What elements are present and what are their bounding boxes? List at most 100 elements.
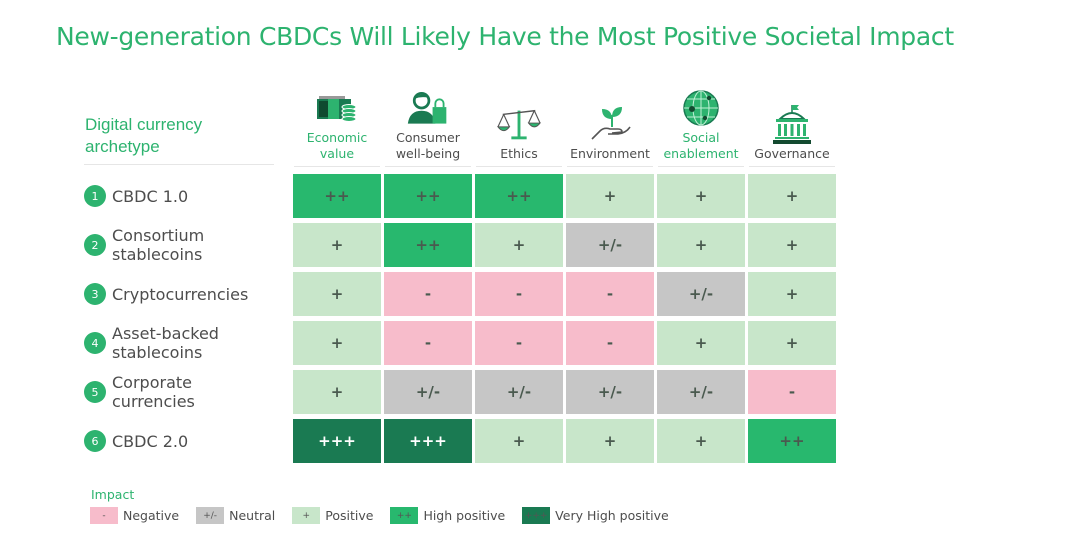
network-globe-icon xyxy=(679,88,723,128)
row-label: 3 Cryptocurrencies xyxy=(84,272,248,316)
impact-cell-negative: - xyxy=(566,321,654,365)
row-label-line: Consortium xyxy=(112,226,205,245)
legend-item-high-positive: ++ High positive xyxy=(390,507,505,524)
column-header-economic-value: Economic value xyxy=(293,84,381,162)
impact-cell-negative: - xyxy=(748,370,836,414)
impact-cell-high-positive: ++ xyxy=(384,223,472,267)
impact-cell-positive: + xyxy=(657,321,745,365)
row-label-text: CBDC 1.0 xyxy=(112,187,188,206)
impact-cell-positive: + xyxy=(657,174,745,218)
impact-cell-neutral: +/- xyxy=(657,272,745,316)
column-header-label-line: enablement xyxy=(663,146,739,161)
impact-cell-negative: - xyxy=(475,321,563,365)
legend-title: Impact xyxy=(91,487,135,502)
column-header-label-line: Social xyxy=(682,130,720,145)
row-label: 1 CBDC 1.0 xyxy=(84,174,188,218)
archetype-column-header: Digital currency archetype xyxy=(85,114,265,158)
column-header-label-line: Environment xyxy=(570,146,650,161)
row-label-line: stablecoins xyxy=(112,343,203,362)
row-label-line: currencies xyxy=(112,392,195,411)
impact-cell-negative: - xyxy=(384,272,472,316)
divider xyxy=(658,166,744,167)
row-number-badge: 6 xyxy=(84,430,106,452)
archetype-header-line: archetype xyxy=(85,137,160,156)
column-header-governance: Governance xyxy=(748,84,836,162)
impact-cell-negative: - xyxy=(475,272,563,316)
impact-cell-very-high-positive: +++ xyxy=(293,419,381,463)
impact-cell-positive: + xyxy=(475,223,563,267)
hand-plant-icon xyxy=(588,104,632,144)
impact-cell-neutral: +/- xyxy=(475,370,563,414)
column-header-label: Governance xyxy=(754,146,829,162)
row-label-text: CBDC 2.0 xyxy=(112,432,188,451)
column-header-label-line: Consumer xyxy=(396,130,460,145)
legend-swatch: ++ xyxy=(390,507,419,524)
row-label-line: CBDC 1.0 xyxy=(112,186,189,206)
legend-label: Neutral xyxy=(229,508,276,523)
legend-item-neutral: +/- Neutral xyxy=(196,507,275,524)
impact-cell-negative: - xyxy=(384,321,472,365)
divider xyxy=(749,166,835,167)
impact-cell-neutral: +/- xyxy=(566,370,654,414)
government-building-icon xyxy=(770,104,814,144)
legend-swatch: +/- xyxy=(196,507,225,524)
row-label-line: Corporate xyxy=(112,373,192,392)
column-header-label: Consumer well-being xyxy=(396,130,460,162)
impact-cell-high-positive: ++ xyxy=(475,174,563,218)
row-label-line: Asset-backed xyxy=(112,324,219,343)
impact-cell-high-positive: ++ xyxy=(748,419,836,463)
legend-label: Negative xyxy=(123,508,180,523)
column-header-label: Social enablement xyxy=(663,130,738,162)
impact-cell-positive: + xyxy=(566,419,654,463)
column-header-label-line: value xyxy=(319,146,355,161)
column-header-social-enablement: Social enablement xyxy=(657,84,745,162)
divider xyxy=(84,164,274,165)
legend-label: Positive xyxy=(325,508,374,523)
row-label-text: Cryptocurrencies xyxy=(112,285,248,304)
impact-cell-positive: + xyxy=(748,272,836,316)
impact-cell-positive: + xyxy=(293,321,381,365)
column-header-label: Environment xyxy=(570,146,650,162)
impact-cell-positive: + xyxy=(293,223,381,267)
impact-cell-positive: + xyxy=(748,321,836,365)
legend-swatch: - xyxy=(90,507,118,524)
impact-cell-positive: + xyxy=(657,223,745,267)
column-header-label: Ethics xyxy=(500,146,538,162)
row-number-badge: 4 xyxy=(84,332,106,354)
column-header-environment: Environment xyxy=(566,84,654,162)
column-header-label-line: Economic xyxy=(306,130,368,145)
impact-cell-positive: + xyxy=(748,174,836,218)
column-header-ethics: Ethics xyxy=(475,84,563,162)
row-label-text: Consortium stablecoins xyxy=(112,226,204,264)
impact-cell-positive: + xyxy=(293,370,381,414)
row-number-badge: 2 xyxy=(84,234,106,256)
page-title: New-generation CBDCs Will Likely Have th… xyxy=(56,22,954,51)
legend-item-positive: + Positive xyxy=(292,507,373,524)
divider xyxy=(567,166,653,167)
row-label-line: Cryptocurrencies xyxy=(112,284,249,304)
row-number-badge: 1 xyxy=(84,185,106,207)
legend-item-very-high-positive: +++ Very High positive xyxy=(522,507,669,524)
column-header-consumer-well-being: Consumer well-being xyxy=(384,84,472,162)
column-header-label-line: Governance xyxy=(754,146,830,161)
impact-cell-very-high-positive: +++ xyxy=(384,419,472,463)
row-label-line: stablecoins xyxy=(112,245,203,264)
impact-cell-high-positive: ++ xyxy=(384,174,472,218)
impact-cell-positive: + xyxy=(566,174,654,218)
archetype-header-line: Digital currency xyxy=(85,115,203,134)
row-number-badge: 3 xyxy=(84,283,106,305)
column-header-label-line: well-being xyxy=(395,146,461,161)
impact-cell-neutral: +/- xyxy=(384,370,472,414)
row-label: 5 Corporate currencies xyxy=(84,370,195,414)
row-label-text: Corporate currencies xyxy=(112,373,195,411)
row-number-badge: 5 xyxy=(84,381,106,403)
impact-cell-high-positive: ++ xyxy=(293,174,381,218)
legend-label: Very High positive xyxy=(555,508,669,523)
legend-item-negative: - Negative xyxy=(90,507,179,524)
divider xyxy=(294,166,380,167)
impact-cell-negative: - xyxy=(566,272,654,316)
legend-swatch: + xyxy=(292,507,321,524)
impact-cell-positive: + xyxy=(475,419,563,463)
column-header-label-line: Ethics xyxy=(500,146,538,161)
money-coins-icon xyxy=(315,88,359,128)
